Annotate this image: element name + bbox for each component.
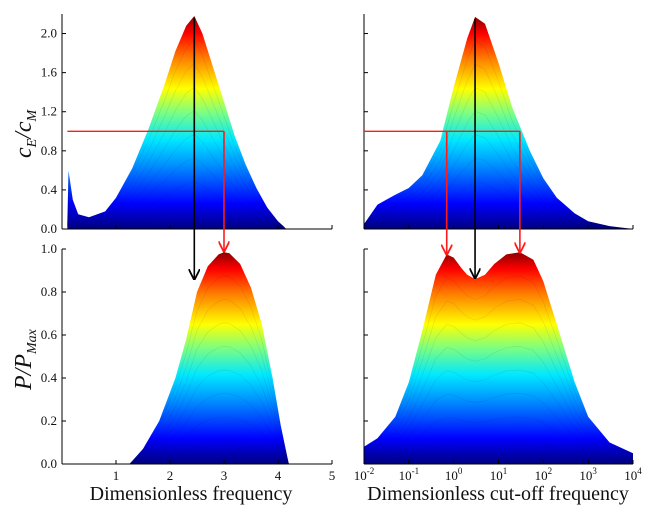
contour-top-left — [67, 157, 287, 230]
x-tick-label: 101 — [490, 466, 508, 483]
x-tick-label: 10-1 — [399, 466, 420, 483]
y-tick-label: 0.6 — [41, 327, 58, 342]
contour-bottom-right — [363, 275, 634, 455]
contour-bottom-left — [129, 369, 290, 465]
x-tick-label: 104 — [624, 466, 642, 483]
contour-top-left — [67, 204, 287, 230]
contour-bottom-left — [129, 298, 290, 465]
contour-bottom-right — [363, 440, 634, 464]
y-axis-label-top: cE/cM — [11, 108, 40, 158]
x-tick-label: 102 — [535, 466, 553, 483]
y-tick-label: 0.0 — [41, 221, 57, 236]
contour-bottom-right — [363, 393, 634, 461]
contour-top-right — [363, 157, 634, 230]
panel-top-right — [363, 14, 634, 230]
contour-bottom-left — [129, 322, 290, 465]
contour-top-left — [67, 62, 287, 230]
y-tick-label: 0.8 — [41, 143, 57, 158]
x-tick-label: 103 — [579, 466, 597, 483]
area-top-left — [67, 16, 287, 229]
contour-top-right — [363, 181, 634, 230]
x-tick-label: 10-2 — [354, 466, 375, 483]
y-tick-label: 0.2 — [41, 413, 57, 428]
contour-bottom-right — [363, 322, 634, 458]
y-tick-label: 1.0 — [41, 241, 57, 256]
contour-top-right — [363, 87, 634, 230]
contour-top-left — [67, 181, 287, 230]
contour-top-right — [363, 110, 634, 230]
contour-top-right — [363, 40, 634, 230]
contour-bottom-right — [363, 369, 634, 460]
area-bottom-left — [129, 252, 289, 464]
contour-top-left — [67, 39, 287, 230]
x-tick-label: 5 — [329, 468, 336, 483]
y-tick-label: 2.0 — [41, 26, 57, 41]
y-axis-label-bottom: P/PMax — [11, 328, 40, 391]
x-tick-label: 1 — [113, 468, 120, 483]
y-tick-label: 0.4 — [41, 182, 58, 197]
contour-top-right — [363, 205, 634, 230]
x-tick-label: 100 — [445, 466, 463, 483]
contour-top-left — [67, 86, 287, 230]
area-top-right — [364, 16, 633, 230]
x-tick-label: 3 — [221, 468, 228, 483]
contour-top-left — [67, 133, 287, 230]
contour-bottom-left — [129, 440, 289, 465]
contour-top-right — [363, 134, 634, 230]
contour-bottom-right — [363, 298, 634, 456]
y-tick-label: 1.2 — [41, 104, 57, 119]
y-tick-label: 0.0 — [41, 456, 57, 471]
contour-bottom-left — [129, 345, 290, 465]
panel-bottom-right: 10-2 10-1 100 101 102 103 104 — [354, 248, 642, 483]
contour-bottom-right — [363, 416, 634, 462]
contour-bottom-right — [363, 345, 634, 459]
contour-bottom-left — [129, 393, 290, 465]
panel-bottom-left: 0.0 0.2 0.4 0.6 0.8 1.0 1 2 3 4 5 — [41, 241, 336, 483]
x-tick-label: 2 — [167, 468, 174, 483]
contour-top-left — [67, 110, 287, 230]
contour-bottom-left — [129, 416, 290, 465]
area-bottom-right — [364, 252, 633, 464]
x-axis-label-right: Dimensionless cut-off frequency — [367, 483, 629, 505]
arrows-layer — [194, 17, 520, 279]
y-tick-label: 0.8 — [41, 284, 57, 299]
x-axis-label-left: Dimensionless frequency — [90, 483, 293, 505]
contour-bottom-left — [129, 275, 290, 465]
contour-top-right — [363, 63, 634, 230]
x-tick-label: 4 — [275, 468, 282, 483]
y-tick-label: 1.6 — [41, 65, 58, 80]
y-tick-label: 0.4 — [41, 370, 58, 385]
panel-top-left: 0.0 0.4 0.8 1.2 1.6 2.0 — [41, 14, 333, 236]
